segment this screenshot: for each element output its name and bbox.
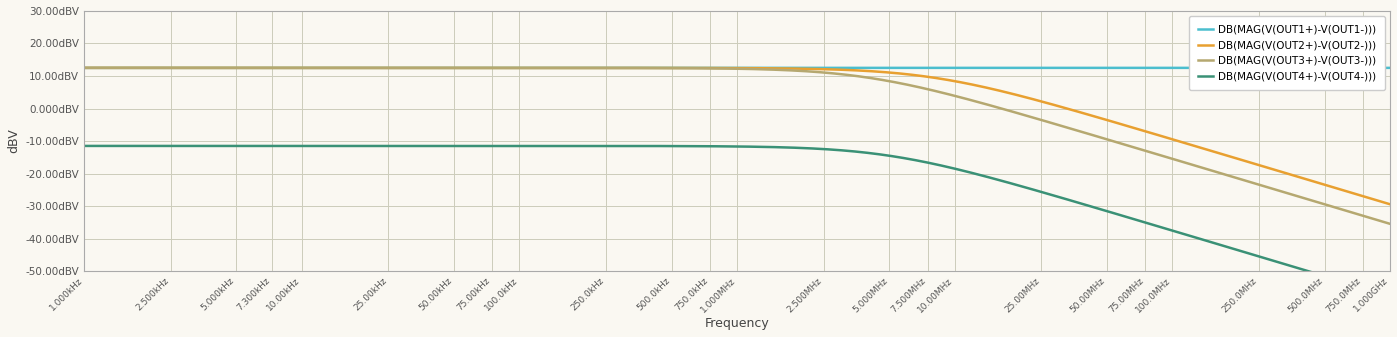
DB(MAG(V(OUT1+)-V(OUT1-))) bbox=[549, 66, 566, 70]
DB(MAG(V(OUT1+)-V(OUT1-))) bbox=[1382, 66, 1397, 70]
DB(MAG(V(OUT3+)-V(OUT3-))) bbox=[848, 74, 865, 78]
DB(MAG(V(OUT3+)-V(OUT3-))) bbox=[141, 66, 158, 70]
DB(MAG(V(OUT1+)-V(OUT1-))) bbox=[141, 66, 158, 70]
DB(MAG(V(OUT3+)-V(OUT3-))) bbox=[1044, 121, 1060, 125]
X-axis label: Frequency: Frequency bbox=[704, 317, 770, 330]
DB(MAG(V(OUT4+)-V(OUT4-))) bbox=[848, 150, 865, 154]
DB(MAG(V(OUT2+)-V(OUT2-))) bbox=[1113, 122, 1130, 126]
DB(MAG(V(OUT3+)-V(OUT3-))) bbox=[1113, 142, 1130, 146]
DB(MAG(V(OUT1+)-V(OUT1-))) bbox=[1113, 66, 1130, 70]
Line: DB(MAG(V(OUT2+)-V(OUT2-))): DB(MAG(V(OUT2+)-V(OUT2-))) bbox=[84, 68, 1390, 204]
DB(MAG(V(OUT4+)-V(OUT4-))) bbox=[1113, 214, 1130, 218]
DB(MAG(V(OUT2+)-V(OUT2-))) bbox=[905, 73, 922, 77]
DB(MAG(V(OUT2+)-V(OUT2-))) bbox=[848, 68, 865, 72]
Y-axis label: dBV: dBV bbox=[7, 129, 20, 153]
Legend: DB(MAG(V(OUT1+)-V(OUT1-))), DB(MAG(V(OUT2+)-V(OUT2-))), DB(MAG(V(OUT3+)-V(OUT3-): DB(MAG(V(OUT1+)-V(OUT1-))), DB(MAG(V(OUT… bbox=[1189, 16, 1384, 90]
Line: DB(MAG(V(OUT4+)-V(OUT4-))): DB(MAG(V(OUT4+)-V(OUT4-))) bbox=[84, 146, 1390, 296]
DB(MAG(V(OUT3+)-V(OUT3-))) bbox=[1382, 222, 1397, 226]
DB(MAG(V(OUT4+)-V(OUT4-))) bbox=[141, 144, 158, 148]
DB(MAG(V(OUT2+)-V(OUT2-))) bbox=[1044, 102, 1060, 106]
DB(MAG(V(OUT1+)-V(OUT1-))) bbox=[1044, 66, 1060, 70]
DB(MAG(V(OUT2+)-V(OUT2-))) bbox=[75, 66, 92, 70]
DB(MAG(V(OUT2+)-V(OUT2-))) bbox=[141, 66, 158, 70]
DB(MAG(V(OUT4+)-V(OUT4-))) bbox=[75, 144, 92, 148]
DB(MAG(V(OUT4+)-V(OUT4-))) bbox=[1044, 193, 1060, 197]
DB(MAG(V(OUT2+)-V(OUT2-))) bbox=[549, 66, 566, 70]
DB(MAG(V(OUT4+)-V(OUT4-))) bbox=[905, 158, 922, 162]
DB(MAG(V(OUT1+)-V(OUT1-))) bbox=[848, 66, 865, 70]
DB(MAG(V(OUT4+)-V(OUT4-))) bbox=[549, 144, 566, 148]
DB(MAG(V(OUT2+)-V(OUT2-))) bbox=[1382, 202, 1397, 206]
DB(MAG(V(OUT3+)-V(OUT3-))) bbox=[549, 66, 566, 70]
DB(MAG(V(OUT1+)-V(OUT1-))) bbox=[905, 66, 922, 70]
DB(MAG(V(OUT4+)-V(OUT4-))) bbox=[1382, 294, 1397, 298]
DB(MAG(V(OUT3+)-V(OUT3-))) bbox=[75, 66, 92, 70]
Line: DB(MAG(V(OUT3+)-V(OUT3-))): DB(MAG(V(OUT3+)-V(OUT3-))) bbox=[84, 68, 1390, 224]
DB(MAG(V(OUT3+)-V(OUT3-))) bbox=[905, 84, 922, 88]
DB(MAG(V(OUT1+)-V(OUT1-))) bbox=[75, 66, 92, 70]
